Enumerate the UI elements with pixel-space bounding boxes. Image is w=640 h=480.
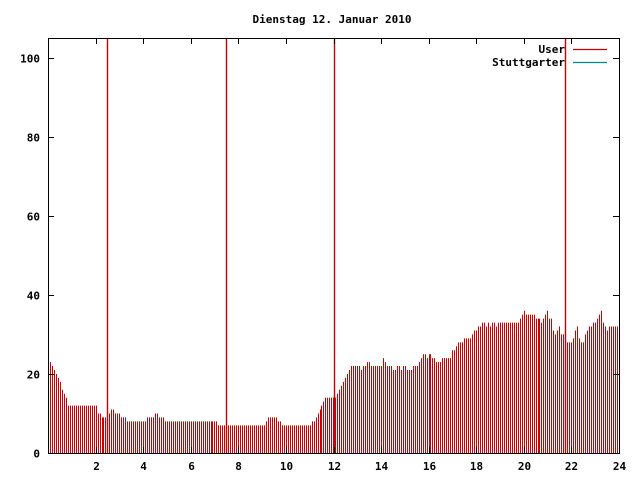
y-tick-label: 40 bbox=[27, 290, 40, 303]
x-tick-label: 22 bbox=[565, 460, 578, 473]
x-tick-label: 12 bbox=[328, 460, 341, 473]
x-tick-label: 10 bbox=[280, 460, 293, 473]
x-tick-label: 20 bbox=[518, 460, 531, 473]
x-tick-label: 8 bbox=[235, 460, 242, 473]
x-tick-label: 18 bbox=[470, 460, 483, 473]
y-tick-label: 100 bbox=[20, 53, 40, 66]
x-tick-label: 6 bbox=[188, 460, 195, 473]
legend-label: User bbox=[539, 43, 566, 56]
bar-series-user bbox=[48, 38, 620, 453]
y-tick-label: 80 bbox=[27, 132, 40, 145]
legend-label: Stuttgarter bbox=[492, 56, 565, 69]
x-tick-label: 24 bbox=[613, 460, 627, 473]
x-tick-label: 4 bbox=[140, 460, 147, 473]
x-tick-label: 16 bbox=[423, 460, 437, 473]
x-tick-label: 2 bbox=[93, 460, 100, 473]
y-tick-label: 20 bbox=[27, 369, 40, 382]
y-tick-label: 60 bbox=[27, 211, 40, 224]
chart-title: Dienstag 12. Januar 2010 bbox=[253, 13, 412, 26]
x-tick-label: 14 bbox=[375, 460, 389, 473]
y-tick-label: 0 bbox=[33, 448, 40, 461]
